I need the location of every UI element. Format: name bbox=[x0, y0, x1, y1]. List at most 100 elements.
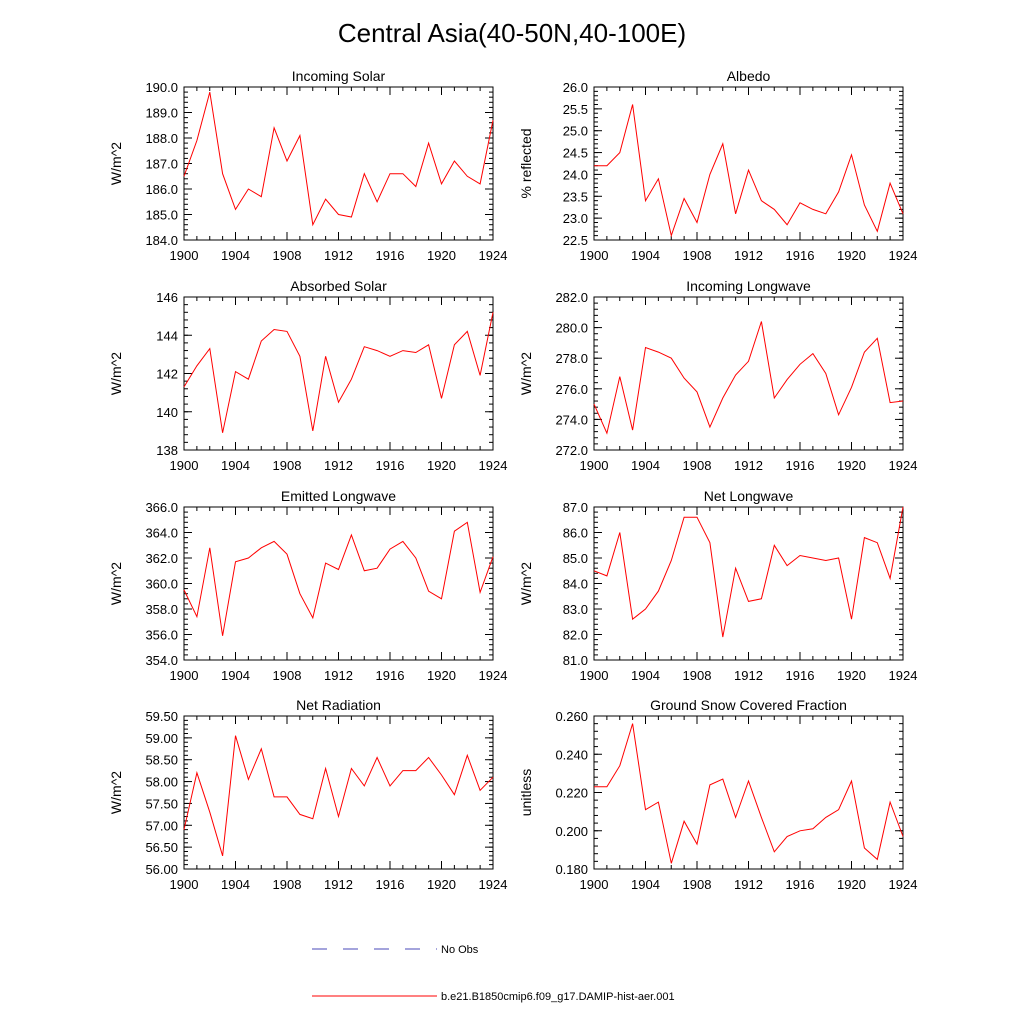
x-tick-label: 1924 bbox=[889, 248, 918, 263]
y-tick-label: 57.50 bbox=[145, 796, 178, 811]
y-tick-label: 364.0 bbox=[145, 526, 178, 541]
y-tick-label: 366.0 bbox=[145, 500, 178, 515]
panel-title: Incoming Solar bbox=[292, 68, 386, 84]
x-tick-label: 1900 bbox=[170, 668, 199, 683]
x-tick-label: 1924 bbox=[889, 877, 918, 892]
x-tick-label: 1916 bbox=[376, 458, 405, 473]
x-tick-label: 1920 bbox=[427, 877, 456, 892]
x-tick-label: 1912 bbox=[734, 248, 763, 263]
x-tick-label: 1924 bbox=[889, 668, 918, 683]
x-tick-label: 1920 bbox=[837, 248, 866, 263]
series-line-net-radiation-0 bbox=[183, 735, 494, 857]
legend-item-model: b.e21.B1850cmip6.f09_g17.DAMIP-hist-aer.… bbox=[312, 991, 675, 1003]
panel-net-longwave: Net Longwave W/m^2 1900 1904 1908 1912 1916 192… bbox=[518, 488, 917, 683]
y-tick-label: 86.0 bbox=[563, 526, 588, 541]
panel-net-radiation: Net Radiation W/m^2 1900 1904 1908 1912 1916 19… bbox=[108, 697, 507, 892]
y-tick-label: 26.0 bbox=[563, 80, 588, 95]
panel-incoming-solar: Incoming Solar W/m^2 1900 1904 1908 1912 1916 1… bbox=[108, 68, 507, 263]
panel-title: Net Radiation bbox=[296, 697, 381, 713]
y-tick-label: 0.200 bbox=[555, 824, 588, 839]
x-tick-label: 1916 bbox=[786, 668, 815, 683]
panel-incoming-longwave: Incoming Longwave W/m^2 1900 1904 1908 1912 19… bbox=[518, 278, 917, 473]
series-line-emitted-longwave-0 bbox=[183, 521, 494, 636]
panel-emitted-longwave: Emitted Longwave W/m^2 1900 1904 1908 1912 191… bbox=[108, 488, 507, 683]
y-tick-label: 85.0 bbox=[563, 551, 588, 566]
y-axis-label: unitless bbox=[518, 769, 534, 816]
y-tick-label: 280.0 bbox=[555, 321, 588, 336]
x-tick-label: 1924 bbox=[889, 458, 918, 473]
y-tick-label: 282.0 bbox=[555, 290, 588, 305]
y-tick-label: 188.0 bbox=[145, 131, 178, 146]
x-tick-label: 1912 bbox=[734, 668, 763, 683]
legend-label-model: b.e21.B1850cmip6.f09_g17.DAMIP-hist-aer.… bbox=[441, 991, 675, 1003]
series-line-ground-snow-covered-fraction-0 bbox=[594, 723, 904, 864]
y-tick-label: 25.0 bbox=[563, 124, 588, 139]
y-tick-label: 190.0 bbox=[145, 80, 178, 95]
y-tick-label: 360.0 bbox=[145, 577, 178, 592]
panel-title: Emitted Longwave bbox=[281, 488, 396, 504]
panels: Incoming Solar W/m^2 1900 1904 1908 1912 1916 1… bbox=[108, 68, 917, 892]
x-tick-label: 1924 bbox=[479, 248, 508, 263]
series-line-absorbed-solar-0 bbox=[183, 312, 494, 433]
x-tick-label: 1908 bbox=[683, 668, 712, 683]
x-tick-label: 1900 bbox=[580, 248, 609, 263]
x-tick-label: 1916 bbox=[376, 668, 405, 683]
x-tick-label: 1904 bbox=[221, 248, 250, 263]
x-tick-label: 1900 bbox=[170, 877, 199, 892]
y-axis-label: W/m^2 bbox=[518, 352, 534, 395]
panel-absorbed-solar: Absorbed Solar W/m^2 1900 1904 1908 1912 1916 1… bbox=[108, 278, 507, 473]
y-tick-label: 189.0 bbox=[145, 106, 178, 121]
y-tick-label: 276.0 bbox=[555, 382, 588, 397]
x-tick-label: 1924 bbox=[479, 668, 508, 683]
x-tick-label: 1904 bbox=[221, 877, 250, 892]
y-tick-label: 56.00 bbox=[145, 862, 178, 877]
panel-ground-snow-covered-fraction: Ground Snow Covered Fraction unitless 1900… bbox=[518, 697, 917, 892]
x-tick-label: 1908 bbox=[273, 668, 302, 683]
series-line-incoming-longwave-0 bbox=[593, 321, 904, 435]
x-tick-label: 1904 bbox=[631, 877, 660, 892]
y-tick-label: 83.0 bbox=[563, 602, 588, 617]
y-tick-label: 138 bbox=[156, 443, 178, 458]
x-tick-label: 1924 bbox=[479, 877, 508, 892]
y-tick-label: 0.260 bbox=[555, 709, 588, 724]
y-axis-label: W/m^2 bbox=[108, 142, 124, 185]
plot-frame bbox=[183, 296, 494, 451]
x-tick-label: 1904 bbox=[631, 458, 660, 473]
x-tick-label: 1900 bbox=[580, 877, 609, 892]
x-tick-label: 1916 bbox=[786, 877, 815, 892]
x-tick-label: 1920 bbox=[837, 458, 866, 473]
y-tick-label: 185.0 bbox=[145, 208, 178, 223]
y-tick-label: 56.50 bbox=[145, 840, 178, 855]
x-tick-label: 1916 bbox=[786, 458, 815, 473]
x-tick-label: 1920 bbox=[427, 668, 456, 683]
x-tick-label: 1920 bbox=[837, 877, 866, 892]
x-tick-label: 1912 bbox=[324, 248, 353, 263]
panel-albedo: Albedo % reflected 1900 1904 1908 1912 1916 192… bbox=[518, 68, 917, 263]
x-tick-label: 1900 bbox=[580, 458, 609, 473]
x-tick-label: 1912 bbox=[324, 458, 353, 473]
y-tick-label: 59.50 bbox=[145, 709, 178, 724]
x-tick-label: 1904 bbox=[221, 458, 250, 473]
panel-title: Incoming Longwave bbox=[686, 278, 811, 294]
y-tick-label: 84.0 bbox=[563, 577, 588, 592]
y-tick-label: 25.5 bbox=[563, 102, 588, 117]
x-tick-label: 1908 bbox=[273, 248, 302, 263]
legend-item-no-obs: No Obs bbox=[312, 944, 479, 956]
y-tick-label: 144 bbox=[156, 328, 178, 343]
plot-frame bbox=[183, 86, 494, 241]
y-axis-label: W/m^2 bbox=[518, 562, 534, 605]
y-tick-label: 58.00 bbox=[145, 775, 178, 790]
y-tick-label: 184.0 bbox=[145, 233, 178, 248]
x-tick-label: 1912 bbox=[324, 877, 353, 892]
panel-title: Absorbed Solar bbox=[290, 278, 387, 294]
x-tick-label: 1912 bbox=[734, 877, 763, 892]
y-tick-label: 82.0 bbox=[563, 628, 588, 643]
y-tick-label: 0.180 bbox=[555, 862, 588, 877]
panel-title: Net Longwave bbox=[704, 488, 794, 504]
y-tick-label: 272.0 bbox=[555, 443, 588, 458]
y-tick-label: 140 bbox=[156, 405, 178, 420]
x-tick-label: 1900 bbox=[170, 458, 199, 473]
y-tick-label: 362.0 bbox=[145, 551, 178, 566]
x-tick-label: 1916 bbox=[786, 248, 815, 263]
